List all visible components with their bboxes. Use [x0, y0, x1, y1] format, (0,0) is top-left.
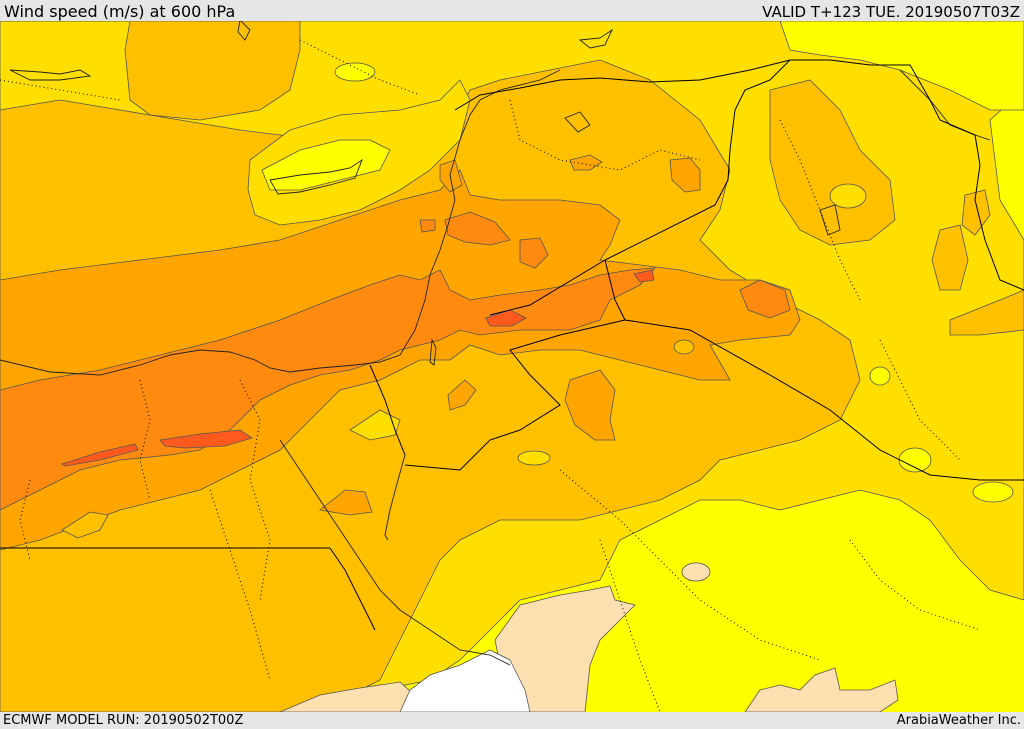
band-red-orange-north	[444, 211, 511, 246]
model-run-label: ECMWF MODEL RUN: 20190502T00Z	[3, 713, 244, 728]
band-yellow-pocket-5	[972, 481, 1014, 503]
band-yellow-pocket-6	[829, 183, 867, 209]
border-israel-egypt	[369, 364, 406, 456]
band-dark-orange-lobe5	[569, 154, 603, 171]
island-small-1	[578, 28, 614, 49]
coastline-gulf	[899, 69, 991, 141]
band-yellow-pocket-2	[517, 450, 551, 466]
band-dark-orange-lobe	[564, 369, 616, 441]
band-yellow-pocket-4	[898, 447, 932, 473]
admin-line-2	[139, 379, 151, 501]
border-jordan-saudi	[404, 319, 626, 471]
band-peach-sw	[279, 681, 421, 712]
header-bar: Wind speed (m/s) at 600 hPa VALID T+123 …	[0, 0, 1024, 21]
map-title: Wind speed (m/s) at 600 hPa	[4, 2, 236, 21]
admin-line-12	[0, 79, 121, 101]
island-crete	[9, 69, 92, 81]
map-canvas	[0, 21, 1024, 712]
coastline-aqaba	[384, 454, 406, 541]
band-peach-se	[744, 667, 899, 712]
admin-line-10	[849, 539, 981, 631]
wind-speed-map	[0, 21, 1024, 712]
band-red-1	[61, 443, 139, 467]
border-sinai-sudan	[329, 547, 376, 631]
island-lake-tharthar	[819, 204, 841, 236]
band-yellow-cyprus	[261, 139, 391, 191]
admin-line-1	[509, 99, 701, 171]
admin-line-7	[19, 479, 31, 561]
band-yellow-pocket-1	[334, 62, 376, 82]
band-orange-east2	[931, 224, 969, 291]
band-red-orange-north2	[519, 237, 549, 269]
band-dark-orange-lobe6	[439, 159, 463, 193]
band-dark-orange-lobe2	[447, 379, 477, 411]
border-turkey-syria	[454, 59, 791, 111]
band-red-4	[633, 269, 655, 283]
coastline-red-sea	[279, 439, 511, 666]
band-dark-orange-lobe3	[319, 489, 373, 516]
valid-time-label: VALID T+123 TUE. 20190507T03Z	[762, 3, 1020, 21]
band-red-2	[159, 429, 253, 449]
band-orange-east3	[961, 189, 991, 236]
band-orange-inner-2	[61, 511, 109, 539]
band-dark-orange-lobe4	[669, 157, 701, 193]
island-lake-assad	[564, 111, 591, 133]
credit-label: ArabiaWeather Inc.	[896, 713, 1021, 728]
band-orange-inner-3	[673, 339, 695, 355]
coastline-cyprus	[269, 158, 363, 195]
footer-bar: ECMWF MODEL RUN: 20190502T00Z ArabiaWeat…	[0, 712, 1024, 729]
band-yellow-pocket-3	[869, 366, 891, 386]
border-iran-iraq	[790, 59, 1024, 291]
border-syria-iraq	[604, 59, 791, 321]
island-dead-sea	[429, 338, 437, 366]
band-white-calm	[399, 649, 531, 712]
border-iraq-saudi	[624, 319, 1024, 481]
band-orange-se	[949, 289, 1024, 336]
band-red-orange-2	[419, 219, 436, 233]
border-syria-jordan	[489, 259, 606, 316]
band-peach-small	[681, 562, 711, 582]
island-rhodes	[237, 21, 251, 41]
coastline-mediterranean	[0, 69, 561, 376]
band-gold-sinai	[349, 409, 401, 441]
band-orange-east	[769, 79, 896, 246]
band-red-orange-east	[739, 279, 791, 319]
